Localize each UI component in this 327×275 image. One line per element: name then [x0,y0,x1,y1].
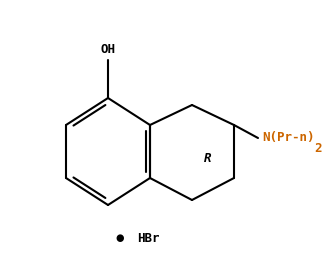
Text: 2: 2 [314,142,321,155]
Text: R: R [204,152,212,164]
Text: N(Pr-n): N(Pr-n) [262,131,315,144]
Text: HBr: HBr [137,232,160,244]
Text: ●: ● [116,233,124,243]
Text: OH: OH [100,43,115,56]
